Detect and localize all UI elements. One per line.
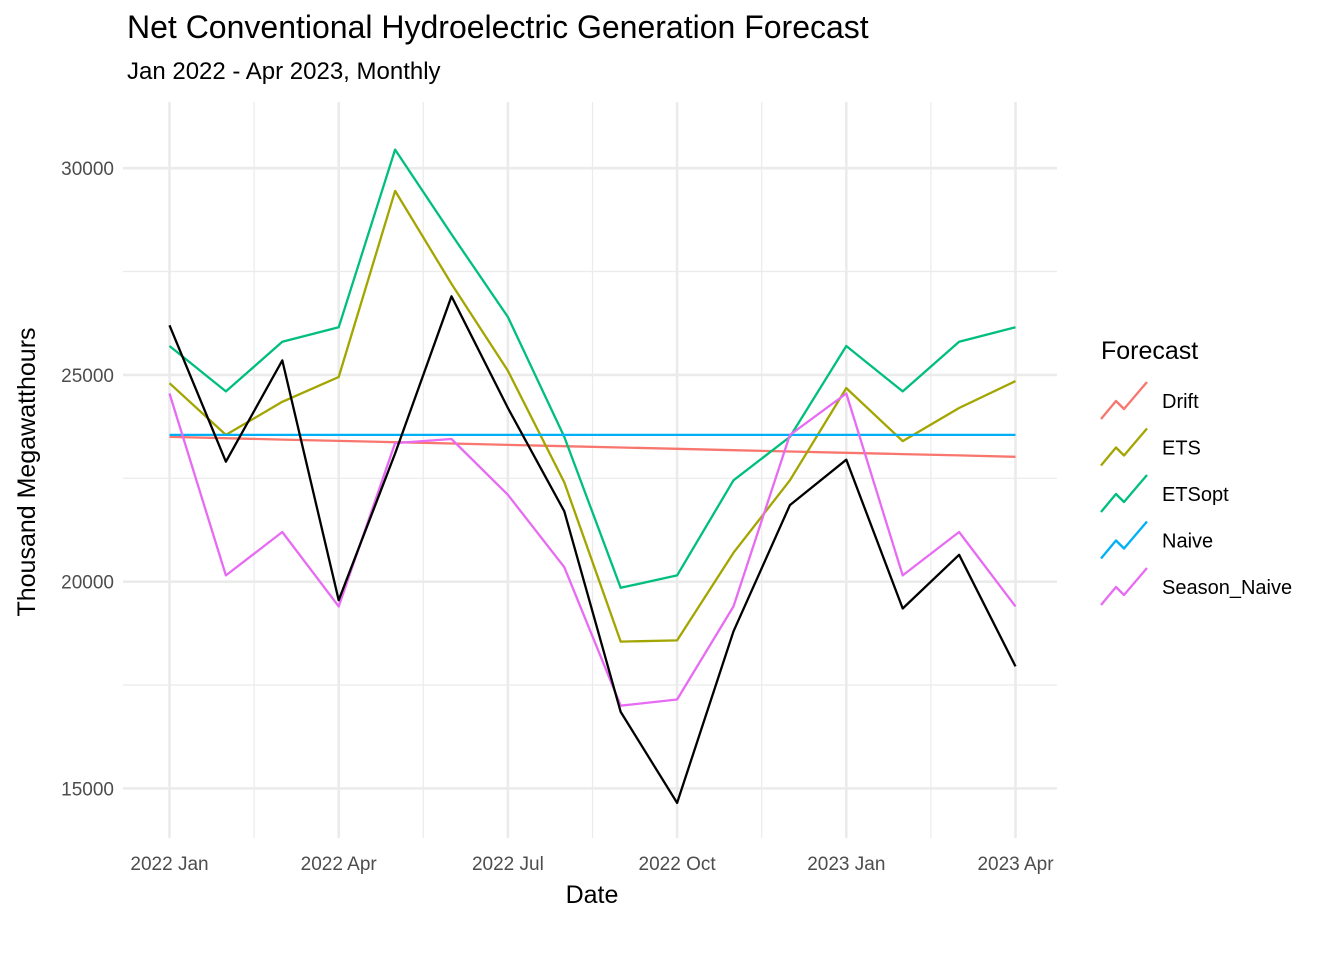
y-tick-label: 15000	[61, 779, 114, 800]
legend-item-naive: Naive	[1100, 520, 1213, 560]
series-line-drift	[169, 435, 1016, 458]
legend-label: ETSopt	[1162, 484, 1229, 506]
series-line-etsopt	[168, 148, 1016, 589]
legend-label: Naive	[1162, 531, 1213, 553]
legend-label: ETS	[1162, 438, 1201, 460]
x-tick-label: 2023 Jan	[807, 854, 885, 875]
legend-key-line	[1100, 567, 1148, 606]
legend: Forecast Drift ETS ETSopt Naive Season_Naive	[1100, 337, 1292, 606]
legend-label: Season_Naive	[1162, 577, 1292, 599]
x-tick-label: 2022 Jul	[472, 854, 544, 875]
y-tick-label: 30000	[61, 159, 114, 180]
minor-gridlines	[123, 102, 1057, 838]
legend-key-line	[1100, 474, 1148, 513]
legend-key-line	[1100, 381, 1148, 420]
x-axis-ticks: 2022 Jan 2022 Apr 2022 Jul 2022 Oct 2023 Jan…	[130, 854, 1054, 875]
y-axis-title: Thousand Megawatthours	[13, 327, 41, 616]
legend-item-drift: Drift	[1100, 381, 1199, 420]
x-tick-label: 2023 Apr	[977, 854, 1054, 875]
x-tick-label: 2022 Jan	[130, 854, 208, 875]
legend-key-line	[1100, 427, 1148, 467]
legend-label: Drift	[1162, 391, 1199, 413]
legend-items: Drift ETS ETSopt Naive Season_Naive	[1100, 381, 1292, 606]
series-line-season-naive	[168, 392, 1017, 707]
major-gridlines	[123, 102, 1057, 838]
x-tick-label: 2022 Apr	[301, 854, 378, 875]
y-tick-label: 20000	[61, 573, 114, 594]
legend-item-etsopt: ETSopt	[1100, 474, 1229, 513]
legend-item-season-naive: Season_Naive	[1100, 567, 1292, 606]
series-line-actual	[168, 295, 1017, 805]
series-lines	[168, 148, 1017, 805]
chart-title: Net Conventional Hydroelectric Generatio…	[127, 9, 869, 45]
x-axis-title: Date	[566, 881, 619, 909]
x-tick-label: 2022 Oct	[639, 854, 717, 875]
y-axis-ticks: 15000 20000 25000 30000	[61, 159, 114, 800]
legend-item-ets: ETS	[1100, 427, 1201, 467]
legend-title: Forecast	[1101, 337, 1198, 365]
legend-key-line	[1100, 520, 1148, 560]
chart-subtitle: Jan 2022 - Apr 2023, Monthly	[127, 58, 441, 85]
y-tick-label: 25000	[61, 366, 114, 387]
series-line-ets	[168, 189, 1016, 643]
